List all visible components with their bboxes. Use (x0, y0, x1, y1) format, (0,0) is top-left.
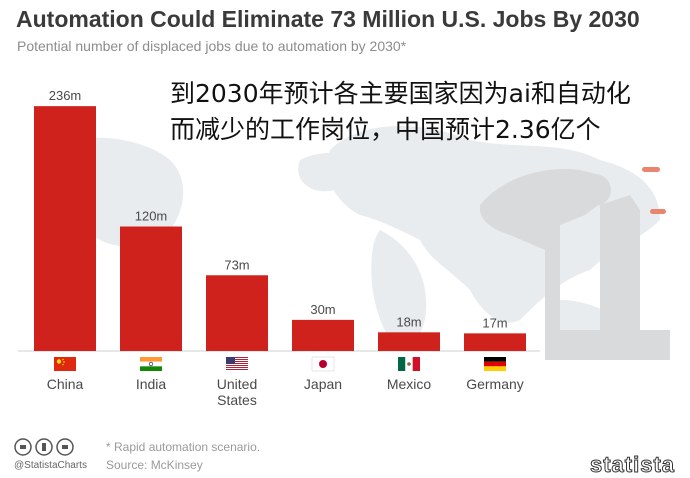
japan-flag-icon (311, 356, 335, 372)
bar-united-states (206, 275, 268, 351)
caption-line-2: 而减少的工作岗位，中国预计2.36亿个 (170, 115, 601, 144)
value-label: 236m (49, 88, 82, 103)
value-label: 17m (482, 315, 507, 330)
germany-flag-icon (484, 357, 506, 371)
value-label: 120m (135, 209, 168, 224)
mexico-flag-icon (398, 357, 420, 371)
robot-arm-silhouette (479, 169, 670, 360)
bar-china (34, 106, 96, 352)
bar-germany (464, 333, 526, 351)
value-label: 18m (396, 314, 421, 329)
category-label: Mexico (387, 376, 432, 392)
category-label: Japan (304, 376, 342, 392)
bar-japan (292, 319, 354, 351)
brand-handle: @StatistaCharts (14, 460, 87, 471)
china-flag-icon (54, 357, 76, 371)
value-label: 73m (224, 257, 249, 272)
chart-title: Automation Could Eliminate 73 Million U.… (16, 6, 640, 32)
license-icons (14, 437, 94, 462)
united-states-flag-icon (226, 357, 248, 371)
source-note: Source: McKinsey (106, 458, 203, 472)
india-flag-icon (140, 357, 162, 371)
bar-mexico (378, 332, 440, 351)
creative-commons-icon (14, 438, 74, 456)
chart-subtitle: Potential number of displaced jobs due t… (17, 38, 407, 54)
value-label: 30m (310, 302, 335, 317)
category-label: United States (217, 376, 257, 408)
chinese-caption: 到2030年预计各主要国家因为ai和自动化 而减少的工作岗位，中国预计2.36亿… (170, 76, 631, 148)
bar-india (120, 226, 182, 351)
decor-dash (642, 167, 660, 172)
category-label: India (136, 376, 167, 392)
decor-dash (650, 209, 666, 214)
category-label: China (47, 376, 84, 392)
statista-watermark: statista (589, 452, 676, 478)
footnote: * Rapid automation scenario. (106, 440, 261, 454)
category-label: Germany (466, 376, 524, 392)
caption-line-1: 到2030年预计各主要国家因为ai和自动化 (170, 79, 631, 108)
bar-chart: 236m China 120m India 73m United States 30m Japa… (18, 88, 540, 408)
